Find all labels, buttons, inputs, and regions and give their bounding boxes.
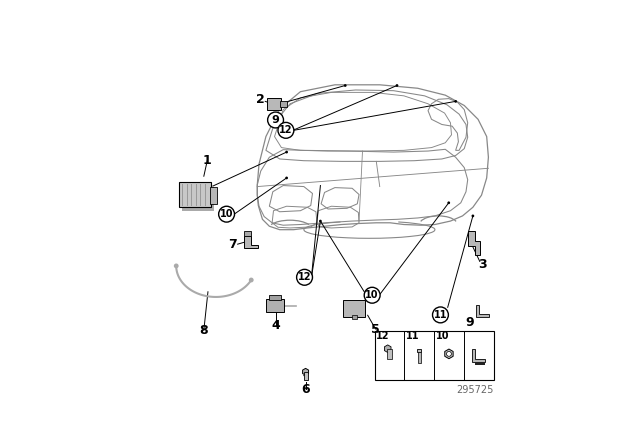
Polygon shape	[303, 368, 308, 375]
FancyBboxPatch shape	[179, 182, 211, 207]
Text: 3: 3	[478, 258, 487, 271]
Text: 8: 8	[200, 324, 208, 337]
Circle shape	[447, 202, 450, 204]
FancyBboxPatch shape	[269, 295, 282, 300]
Circle shape	[174, 263, 179, 268]
Polygon shape	[385, 345, 391, 353]
Circle shape	[285, 151, 288, 154]
Circle shape	[278, 122, 294, 138]
FancyBboxPatch shape	[267, 98, 282, 110]
Circle shape	[396, 84, 398, 87]
Circle shape	[344, 84, 347, 87]
Polygon shape	[472, 349, 485, 362]
Polygon shape	[476, 305, 490, 317]
Circle shape	[296, 269, 312, 285]
Text: 10: 10	[436, 331, 449, 341]
Text: 10: 10	[365, 290, 379, 300]
Circle shape	[433, 307, 449, 323]
Polygon shape	[468, 231, 480, 255]
FancyBboxPatch shape	[266, 299, 284, 313]
Polygon shape	[244, 236, 258, 248]
Circle shape	[219, 206, 234, 222]
Text: 12: 12	[279, 125, 292, 135]
Text: 10: 10	[220, 209, 234, 219]
Circle shape	[268, 112, 284, 128]
Text: 7: 7	[228, 238, 236, 251]
Text: 12: 12	[298, 272, 311, 282]
Bar	[387, 349, 392, 359]
FancyBboxPatch shape	[280, 101, 287, 107]
Bar	[418, 352, 420, 363]
FancyBboxPatch shape	[244, 232, 252, 236]
Circle shape	[472, 215, 474, 217]
Circle shape	[319, 220, 322, 223]
Circle shape	[285, 177, 288, 179]
Bar	[352, 315, 357, 319]
Bar	[475, 362, 485, 365]
Text: 1: 1	[203, 154, 212, 167]
Text: 2: 2	[257, 94, 265, 107]
FancyBboxPatch shape	[182, 186, 214, 211]
Text: 11: 11	[406, 331, 420, 341]
Circle shape	[447, 352, 451, 356]
Circle shape	[364, 287, 380, 303]
Text: 12: 12	[376, 331, 390, 341]
Circle shape	[454, 100, 457, 103]
Circle shape	[249, 278, 253, 282]
Bar	[374, 332, 493, 380]
Text: 295725: 295725	[456, 385, 493, 395]
Text: 4: 4	[271, 319, 280, 332]
Text: 5: 5	[371, 323, 380, 336]
Bar	[303, 372, 308, 380]
FancyBboxPatch shape	[211, 186, 217, 204]
Text: 11: 11	[434, 310, 447, 320]
Polygon shape	[445, 349, 453, 359]
FancyBboxPatch shape	[343, 301, 365, 317]
Text: 6: 6	[301, 383, 310, 396]
Text: 9: 9	[466, 316, 474, 329]
Bar	[417, 349, 421, 352]
Text: 9: 9	[271, 115, 280, 125]
